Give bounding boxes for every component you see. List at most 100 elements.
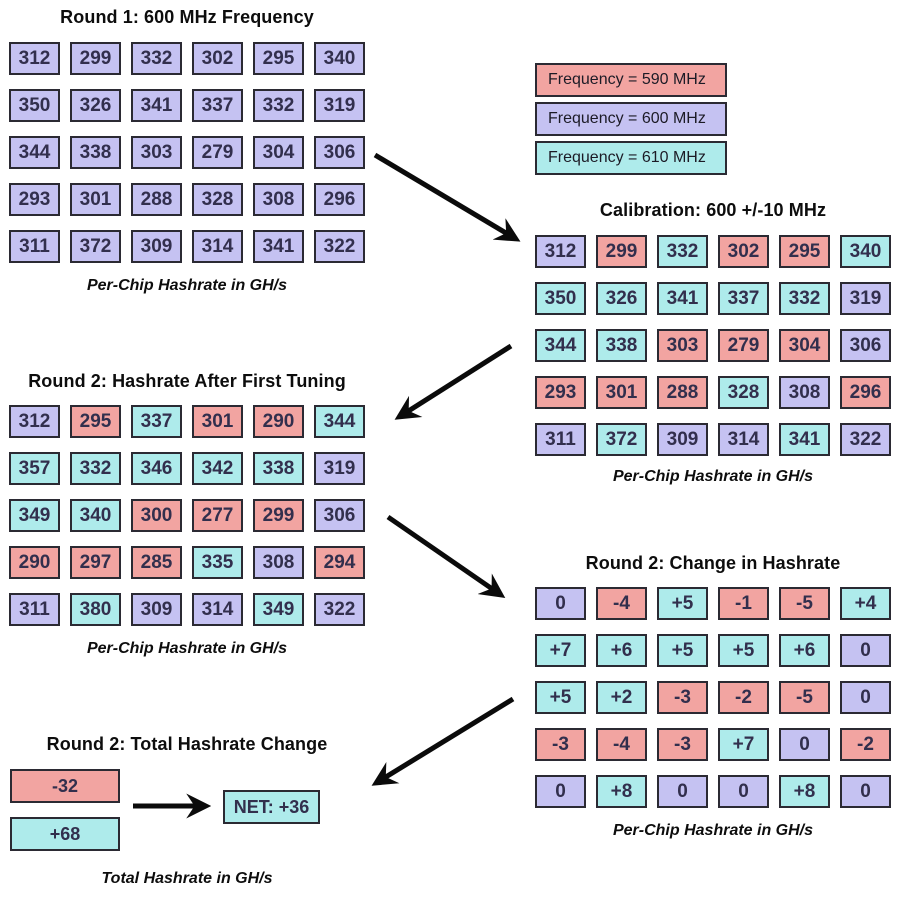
chip-cell: 0 (840, 681, 891, 714)
legend-label-610mhz: Frequency = 610 MHz (548, 149, 706, 166)
net-total-box: NET: +36 (223, 790, 320, 824)
chip-cell: -2 (840, 728, 891, 761)
chip-cell: 372 (70, 230, 121, 263)
chip-cell: 357 (9, 452, 60, 485)
chip-cell: +4 (840, 587, 891, 620)
chip-cell: 338 (596, 329, 647, 362)
chip-cell: 0 (657, 775, 708, 808)
chip-cell: 288 (131, 183, 182, 216)
chip-cell: 279 (718, 329, 769, 362)
chip-cell: 295 (779, 235, 830, 268)
chip-cell: 314 (718, 423, 769, 456)
chip-cell: 290 (253, 405, 304, 438)
legend-item-600mhz: Frequency = 600 MHz (535, 102, 727, 136)
chip-cell: -4 (596, 728, 647, 761)
chip-cell: 279 (192, 136, 243, 169)
chip-cell: 288 (657, 376, 708, 409)
chip-cell: 332 (253, 89, 304, 122)
calibration-title: Calibration: 600 +/-10 MHz (599, 200, 827, 220)
chip-cell: +2 (596, 681, 647, 714)
chip-cell: 319 (840, 282, 891, 315)
change-grid: 0 -4 +5 -1 -5 +4 +7 +6 +5 +5 +6 0 +5 +2 -3 -2 -5 0 -3 -4 -3 +… (535, 587, 891, 808)
chip-cell: 338 (253, 452, 304, 485)
chip-cell: 306 (840, 329, 891, 362)
chip-cell: 341 (657, 282, 708, 315)
chip-cell: 312 (9, 405, 60, 438)
chip-cell: 314 (192, 230, 243, 263)
chip-cell: 322 (840, 423, 891, 456)
chip-cell: 311 (9, 230, 60, 263)
chip-cell: +8 (596, 775, 647, 808)
legend-item-610mhz: Frequency = 610 MHz (535, 141, 727, 175)
chip-cell: 308 (253, 546, 304, 579)
round1-caption: Per-Chip Hashrate in GH/s (86, 277, 288, 294)
arrow-change-to-total (371, 696, 515, 786)
chip-cell: 301 (596, 376, 647, 409)
chip-cell: 303 (657, 329, 708, 362)
round2-title: Round 2: Hashrate After First Tuning (28, 371, 346, 391)
round1-grid: 312 299 332 302 295 340 350 326 341 337 332 319 344 3… (9, 42, 365, 263)
chip-cell: -1 (718, 587, 769, 620)
change-caption: Per-Chip Hashrate in GH/s (612, 822, 814, 839)
chip-cell: 304 (253, 136, 304, 169)
chip-cell: 301 (70, 183, 121, 216)
chip-cell: 344 (314, 405, 365, 438)
chip-cell: 295 (70, 405, 121, 438)
chip-cell: 322 (314, 593, 365, 626)
chip-cell: 332 (131, 42, 182, 75)
chip-cell: 312 (535, 235, 586, 268)
chip-cell: 337 (192, 89, 243, 122)
legend-item-590mhz: Frequency = 590 MHz (535, 63, 727, 97)
chip-cell: 341 (131, 89, 182, 122)
calibration-grid: 312 299 332 302 295 340 350 326 341 337 332 319 344 3… (535, 235, 891, 456)
chip-cell: -3 (535, 728, 586, 761)
chip-cell: 341 (779, 423, 830, 456)
chip-cell: 302 (192, 42, 243, 75)
chip-cell: 328 (192, 183, 243, 216)
chip-cell: 349 (253, 593, 304, 626)
chip-cell: 296 (314, 183, 365, 216)
chip-cell: +5 (535, 681, 586, 714)
frequency-legend: Frequency = 590 MHz Frequency = 600 MHz … (535, 63, 727, 175)
chip-cell: 277 (192, 499, 243, 532)
chip-cell: 311 (535, 423, 586, 456)
chip-cell: -4 (596, 587, 647, 620)
chip-cell: 328 (718, 376, 769, 409)
chip-cell: 293 (535, 376, 586, 409)
chip-cell: 340 (314, 42, 365, 75)
chip-cell: 293 (9, 183, 60, 216)
chip-cell: 319 (314, 89, 365, 122)
chip-cell: 309 (657, 423, 708, 456)
round2-caption: Per-Chip Hashrate in GH/s (86, 640, 288, 657)
arrow-round2-to-change (386, 514, 506, 598)
chip-cell: 296 (840, 376, 891, 409)
chip-cell: 306 (314, 136, 365, 169)
chip-cell: +6 (596, 634, 647, 667)
chip-cell: 326 (596, 282, 647, 315)
chip-cell: 372 (596, 423, 647, 456)
total-caption: Total Hashrate in GH/s (101, 870, 273, 887)
chip-cell: -5 (779, 587, 830, 620)
change-title: Round 2: Change in Hashrate (585, 553, 841, 573)
chip-cell: 299 (70, 42, 121, 75)
chip-cell: 312 (9, 42, 60, 75)
chip-cell: 306 (314, 499, 365, 532)
chip-cell: 0 (840, 775, 891, 808)
chip-cell: -3 (657, 728, 708, 761)
chip-cell: 344 (9, 136, 60, 169)
chip-cell: 341 (253, 230, 304, 263)
chip-cell: 380 (70, 593, 121, 626)
chip-cell: 302 (718, 235, 769, 268)
chip-cell: 322 (314, 230, 365, 263)
round2-grid: 312 295 337 301 290 344 357 332 346 342 338 319 349 3… (9, 405, 365, 626)
chip-cell: 349 (9, 499, 60, 532)
chip-cell: 301 (192, 405, 243, 438)
total-title: Round 2: Total Hashrate Change (46, 734, 328, 754)
chip-cell: 308 (253, 183, 304, 216)
chip-cell: 311 (9, 593, 60, 626)
legend-label-590mhz: Frequency = 590 MHz (548, 71, 706, 88)
chip-cell: +5 (657, 587, 708, 620)
chip-cell: 285 (131, 546, 182, 579)
calibration-caption: Per-Chip Hashrate in GH/s (612, 468, 814, 485)
